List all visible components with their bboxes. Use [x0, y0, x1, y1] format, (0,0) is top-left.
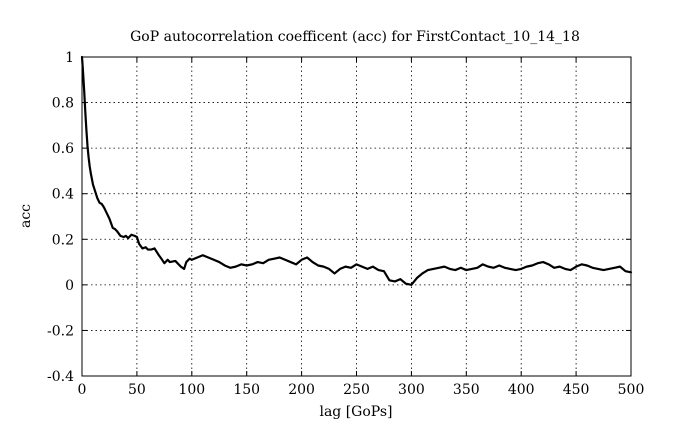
- y-tick-label: 0.8: [52, 96, 74, 112]
- x-tick-label: 300: [398, 382, 425, 398]
- y-tick-label: 1: [65, 50, 74, 66]
- axis-ticks: 0 50 100 150 200 250 300 350 400 450 500 -0.4 -0.2 0 0…: [47, 50, 644, 398]
- y-axis-label: acc: [18, 204, 34, 228]
- y-tick-label: -0.2: [47, 323, 74, 339]
- x-tick-label: 350: [453, 382, 480, 398]
- y-tick-label: 0.2: [52, 232, 74, 248]
- plot-frame: [81, 56, 632, 377]
- x-tick-label: 200: [288, 382, 315, 398]
- y-tick-label: 0: [65, 278, 74, 294]
- x-tick-label: 150: [233, 382, 260, 398]
- x-tick-label: 400: [508, 382, 535, 398]
- x-tick-label: 0: [78, 382, 87, 398]
- chart-title: GoP autocorrelation coefficent (acc) for…: [130, 29, 580, 45]
- y-tick-label: 0.6: [52, 141, 74, 157]
- series-layer: [80, 55, 633, 286]
- x-tick-label: 50: [128, 382, 146, 398]
- x-tick-label: 250: [343, 382, 370, 398]
- y-tick-label: 0.4: [52, 187, 74, 203]
- grid: [82, 57, 631, 376]
- acc-series-line: [80, 55, 633, 286]
- x-tick-label: 450: [563, 382, 590, 398]
- x-tick-label: 500: [618, 382, 645, 398]
- x-tick-label: 100: [178, 382, 205, 398]
- x-axis-label: lag [GoPs]: [319, 404, 392, 420]
- y-tick-label: -0.4: [47, 369, 74, 385]
